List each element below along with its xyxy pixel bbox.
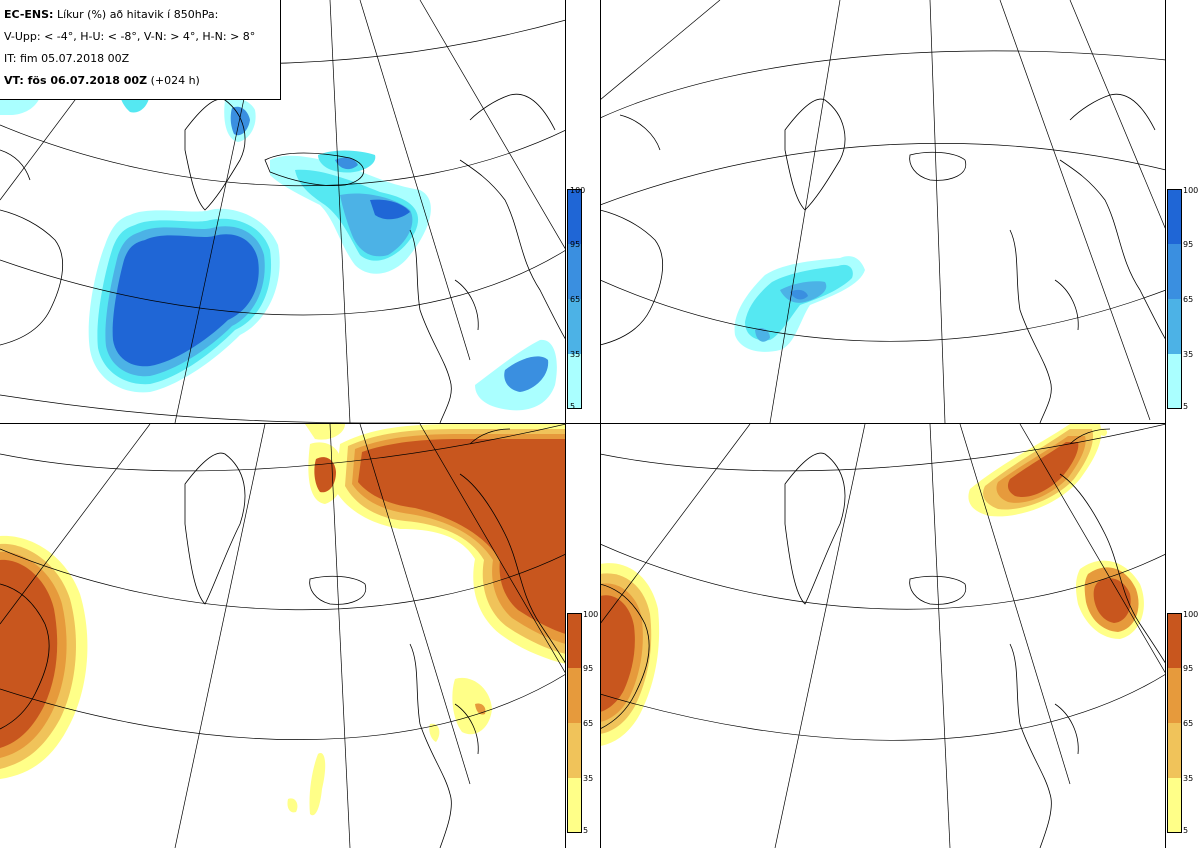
colorbar-tick-65: 65	[1183, 719, 1194, 728]
valid-time-label: VT: fös 06.07.2018 00Z	[4, 74, 148, 87]
lead-time-label: (+024 h)	[147, 74, 200, 87]
thresholds-label: V-Upp: < -4°, H-U: < -8°, V-N: > 4°, H-N…	[4, 30, 256, 43]
colorbar-tick-100: 100	[583, 610, 599, 619]
panel-border-top-right	[600, 0, 601, 848]
probability-field	[600, 424, 1144, 746]
probability-field	[734, 256, 865, 352]
coastlines	[0, 428, 566, 848]
map-panel-h-u	[600, 0, 1166, 423]
colorbar-tick-35: 35	[1183, 774, 1194, 783]
probability-field	[0, 424, 566, 816]
colorbar-tick-5: 5	[583, 826, 589, 835]
model-label: EC-ENS:	[4, 8, 54, 21]
colorbar-tick-95: 95	[1183, 664, 1194, 673]
graticule	[0, 424, 566, 848]
map-svg-v-n	[0, 424, 566, 848]
map-svg-h-u	[600, 0, 1166, 423]
colorbar-warm-left: 100 95 65 35 5	[567, 610, 599, 835]
colorbar-tick-100: 100	[1183, 186, 1199, 195]
panel-border-right	[1165, 0, 1166, 848]
colorbar-tick-95: 95	[1183, 240, 1194, 249]
colorbar-tick-5: 5	[570, 402, 576, 411]
initial-time-label: IT: fim 05.07.2018 00Z	[4, 52, 130, 65]
coastlines	[600, 93, 1166, 423]
colorbar-tick-5: 5	[1183, 402, 1189, 411]
product-label: Líkur (%) að hitavik í 850hPa:	[53, 8, 219, 21]
colorbar-tick-100: 100	[1183, 610, 1199, 619]
coastlines	[0, 93, 566, 423]
map-svg-h-n	[600, 424, 1166, 848]
panel-border-top-left	[565, 0, 566, 848]
map-panel-v-n	[0, 424, 566, 848]
colorbar-cold-left: 100 95 65 35 5	[567, 186, 597, 411]
header-info-box: EC-ENS: Líkur (%) að hitavik í 850hPa: V…	[0, 0, 281, 100]
coastlines	[600, 428, 1166, 848]
colorbar-tick-35: 35	[583, 774, 594, 783]
colorbar-tick-95: 95	[570, 240, 581, 249]
graticule	[600, 424, 1166, 848]
colorbar-cold-right: 100 95 65 35 5	[1167, 186, 1199, 411]
graticule	[600, 0, 1166, 423]
map-panel-v-upp: EC-ENS: Líkur (%) að hitavik í 850hPa: V…	[0, 0, 566, 423]
map-panel-h-n	[600, 424, 1166, 848]
colorbar-tick-65: 65	[583, 719, 594, 728]
colorbar-warm-right: 100 95 65 35 5	[1167, 610, 1199, 835]
colorbar-tick-5: 5	[1183, 826, 1189, 835]
panel-separator-horizontal	[0, 423, 1166, 424]
colorbar-tick-65: 65	[1183, 295, 1194, 304]
colorbar-tick-35: 35	[1183, 350, 1194, 359]
colorbar-tick-95: 95	[583, 664, 594, 673]
colorbar-tick-65: 65	[570, 295, 581, 304]
colorbar-tick-100: 100	[570, 186, 586, 195]
probability-field	[0, 85, 557, 411]
colorbar-tick-35: 35	[570, 350, 581, 359]
